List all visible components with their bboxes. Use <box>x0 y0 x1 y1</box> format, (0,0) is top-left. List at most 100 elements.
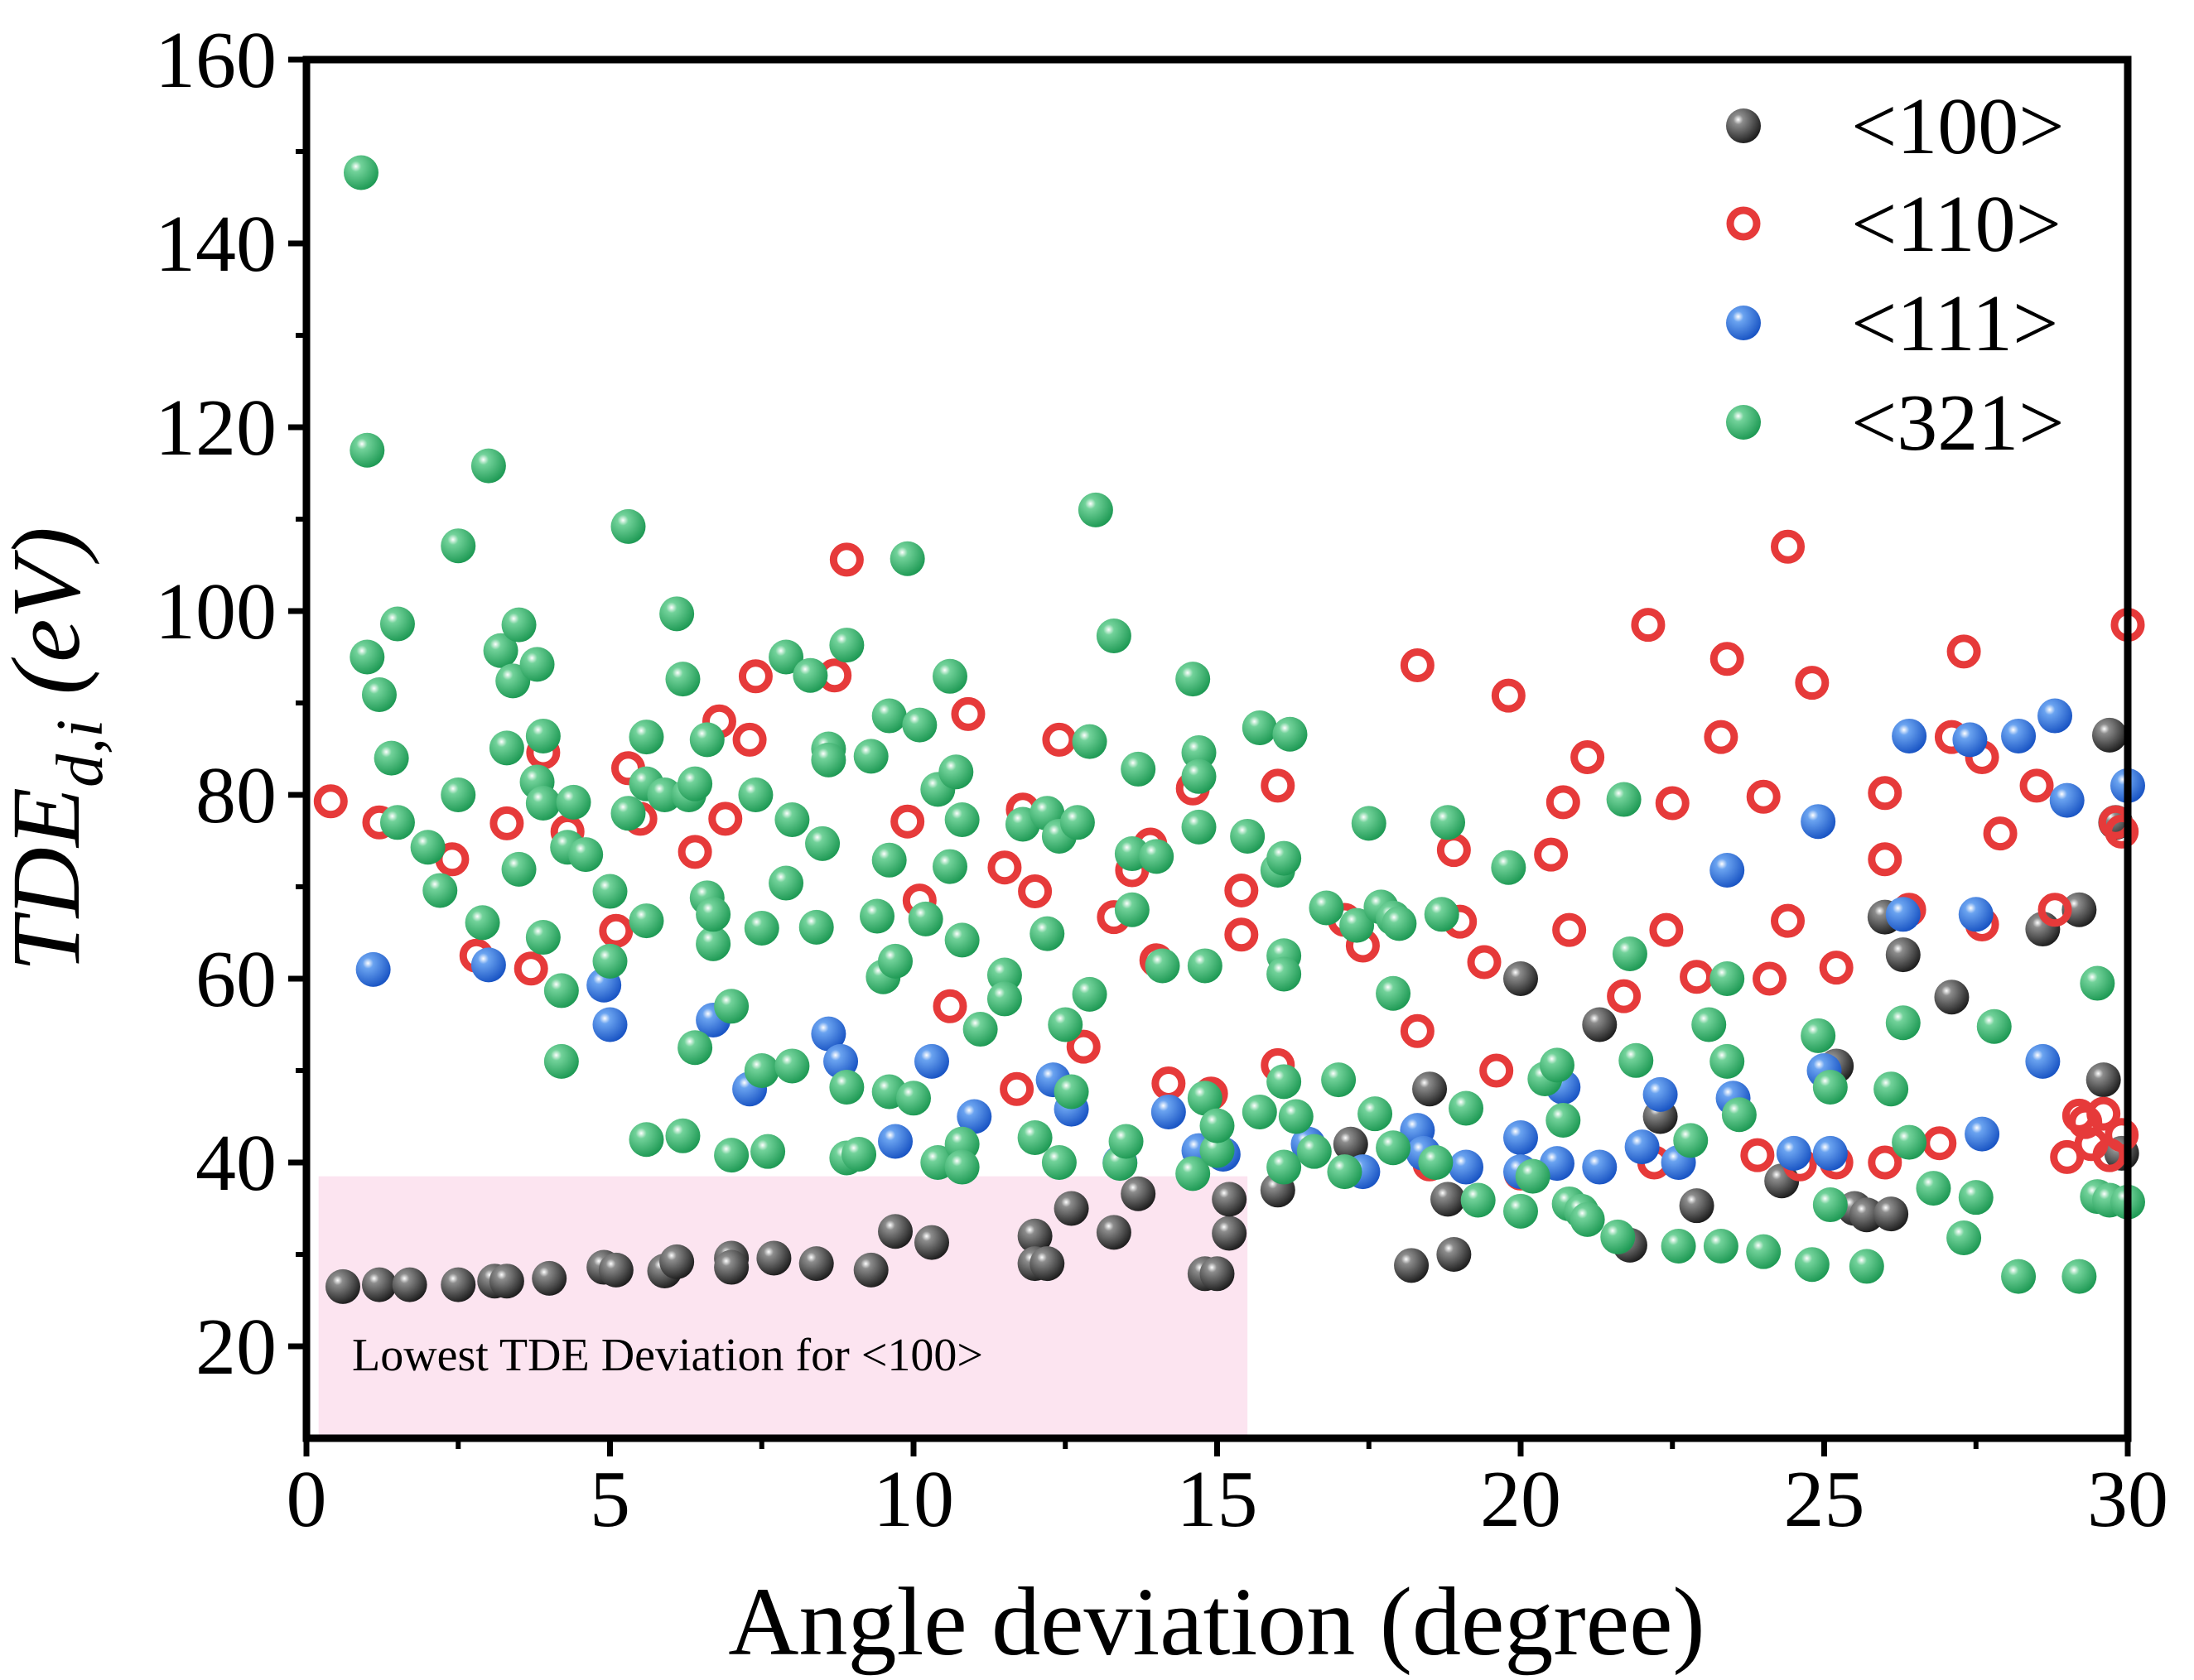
data-point <box>1618 1042 1654 1078</box>
data-point <box>1400 647 1435 682</box>
data-point <box>677 766 713 801</box>
data-point <box>1479 1053 1514 1088</box>
data-point <box>908 901 943 936</box>
data-point <box>1048 1007 1083 1042</box>
data-point <box>1376 975 1411 1011</box>
data-point <box>1704 720 1738 754</box>
data-point <box>392 1267 427 1302</box>
data-point <box>1709 853 1745 888</box>
data-point <box>1868 842 1902 877</box>
legend-label: <110> <box>1851 180 2061 269</box>
y-axis-title-base: TDE <box>0 787 100 972</box>
data-point <box>543 973 579 1008</box>
legend: <100> <110> <111> <321> <box>1726 82 2065 468</box>
x-tick-label: 0 <box>287 1455 327 1544</box>
data-point <box>1394 1248 1430 1283</box>
data-point <box>1771 903 1806 938</box>
data-point <box>489 1264 524 1299</box>
data-point <box>350 432 385 468</box>
data-point <box>1181 758 1217 794</box>
legend-marker <box>1726 108 1761 143</box>
data-point <box>1753 961 1787 996</box>
data-point <box>1570 1201 1605 1237</box>
legend-marker <box>1726 206 1761 241</box>
data-point <box>1108 1124 1144 1159</box>
data-point <box>1339 907 1375 943</box>
data-point <box>2061 1259 2097 1294</box>
data-point <box>525 920 561 956</box>
data-point <box>519 647 555 682</box>
data-point <box>2037 893 2072 927</box>
data-point <box>689 722 725 758</box>
data-point <box>1812 1187 1848 1223</box>
data-point <box>932 658 967 694</box>
data-point <box>1181 809 1217 845</box>
data-point <box>1175 1156 1211 1191</box>
data-point <box>361 677 397 713</box>
data-point <box>1029 916 1065 951</box>
data-point <box>2086 1096 2121 1131</box>
data-point <box>1230 818 1266 854</box>
data-point <box>1515 1158 1550 1194</box>
data-point <box>914 1043 949 1079</box>
data-point <box>1655 786 1690 821</box>
data-point <box>1199 1256 1235 1292</box>
data-point <box>1795 666 1830 700</box>
data-point <box>1430 805 1466 840</box>
data-point <box>871 842 907 878</box>
data-point <box>1503 1120 1538 1156</box>
data-point <box>599 913 634 948</box>
data-point <box>1534 837 1569 872</box>
data-point <box>2092 717 2128 753</box>
data-point <box>714 1138 750 1173</box>
data-point <box>896 1081 931 1116</box>
data-point <box>629 903 664 939</box>
data-point <box>1121 1176 1156 1211</box>
data-point <box>647 777 682 812</box>
data-point <box>1272 716 1308 752</box>
data-point <box>659 596 695 632</box>
data-point <box>1491 850 1526 885</box>
data-point <box>987 850 1022 885</box>
data-point <box>769 639 804 675</box>
data-point <box>944 922 980 958</box>
data-point <box>1709 1043 1745 1079</box>
data-point <box>1261 768 1295 803</box>
legend-marker <box>1726 306 1761 340</box>
data-point <box>501 851 537 887</box>
data-point <box>1467 945 1502 980</box>
x-tick-label: 15 <box>1177 1455 1258 1544</box>
data-point <box>1812 1135 1848 1171</box>
data-point <box>1224 873 1259 907</box>
data-point <box>2105 814 2139 849</box>
data-point <box>1965 1116 2000 1152</box>
data-point <box>696 897 731 932</box>
data-point <box>1042 722 1077 757</box>
data-point <box>556 784 591 820</box>
annotation-region <box>318 1176 1248 1438</box>
data-point <box>1721 1097 1757 1133</box>
data-point <box>2092 1138 2127 1172</box>
data-point <box>470 947 506 983</box>
data-point <box>1418 1145 1454 1180</box>
data-point <box>914 1225 949 1260</box>
data-point <box>1503 961 1538 996</box>
data-point <box>744 910 779 946</box>
data-point <box>902 707 938 743</box>
data-point <box>1606 782 1642 817</box>
data-point <box>483 633 518 668</box>
x-tick-label: 30 <box>2087 1455 2168 1544</box>
data-point <box>1612 936 1647 972</box>
data-point <box>1922 1126 1957 1161</box>
data-point <box>525 718 561 753</box>
data-point <box>871 698 907 734</box>
x-tick-label: 25 <box>1784 1455 1865 1544</box>
data-point <box>1296 1134 1332 1169</box>
data-point <box>1266 956 1302 992</box>
data-point <box>841 1137 877 1172</box>
data-point <box>1059 805 1095 840</box>
data-point <box>1545 1102 1581 1138</box>
data-point <box>1983 816 2018 851</box>
data-point <box>1673 1123 1709 1158</box>
data-point <box>2025 1043 2061 1079</box>
